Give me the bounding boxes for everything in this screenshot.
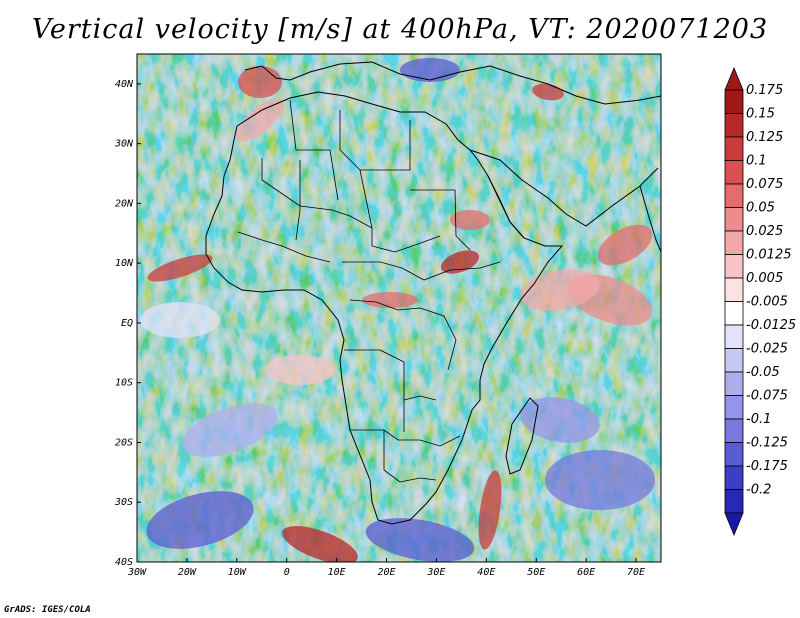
lat-tick-label: 30S bbox=[114, 497, 133, 508]
colorbar-box bbox=[724, 418, 744, 443]
colorbar-label: 0.15 bbox=[746, 107, 775, 122]
chart-title: Vertical velocity [m/s] at 400hPa, VT: 2… bbox=[31, 14, 769, 45]
colorbar-bottom-arrow bbox=[724, 512, 744, 537]
longitude-axis: 30W 20W 10W 0 10E 20E 30E 40E 50E 60E 70E bbox=[127, 558, 645, 578]
colorbar: 0.175 0.15 0.125 0.1 0.075 0.05 0.025 0.0125 0.0… bbox=[724, 66, 796, 537]
colorbar-box bbox=[724, 301, 744, 326]
velocity-patch bbox=[520, 397, 600, 443]
lat-tick-label: 10S bbox=[115, 378, 133, 389]
colorbar-label: -0.2 bbox=[746, 483, 771, 498]
colorbar-box bbox=[724, 324, 744, 349]
colorbar-box bbox=[724, 230, 744, 255]
lon-tick-label: 70E bbox=[627, 567, 645, 578]
lon-tick-label: 40E bbox=[477, 567, 495, 578]
colorbar-box bbox=[724, 465, 744, 490]
colorbar-label: -0.1 bbox=[746, 412, 771, 427]
colorbar-label: 0.125 bbox=[746, 130, 783, 145]
velocity-patch bbox=[182, 403, 278, 457]
colorbar-box bbox=[724, 254, 744, 279]
colorbar-label: 0.075 bbox=[746, 177, 783, 192]
colorbar-label: -0.025 bbox=[746, 342, 788, 357]
colorbar-box bbox=[724, 442, 744, 467]
velocity-patch bbox=[440, 250, 480, 274]
country-borders bbox=[237, 99, 501, 483]
latitude-axis: 40N 30N 20N 10N EQ 10S 20S 30S 40S bbox=[114, 79, 141, 568]
colorbar-label: 0.005 bbox=[746, 271, 783, 286]
lat-tick-label: 40N bbox=[115, 79, 134, 90]
colorbar-label: -0.075 bbox=[746, 389, 788, 404]
colorbar-box bbox=[724, 113, 744, 138]
colorbar-label: 0.1 bbox=[746, 154, 767, 169]
velocity-patch bbox=[238, 66, 282, 98]
arabia-coastline bbox=[469, 149, 659, 239]
madagascar-coastline bbox=[505, 397, 539, 475]
lat-tick-label: 20S bbox=[115, 437, 133, 448]
colorbar-label: -0.0125 bbox=[746, 318, 796, 333]
lat-tick-label: 20N bbox=[115, 198, 134, 209]
colorbar-label: 0.0125 bbox=[746, 248, 792, 263]
coastlines bbox=[205, 61, 661, 525]
velocity-patch bbox=[478, 470, 502, 550]
velocity-patch bbox=[545, 450, 655, 510]
colorbar-label: 0.025 bbox=[746, 224, 783, 239]
velocity-patch bbox=[140, 302, 220, 338]
velocity-patch bbox=[146, 491, 254, 549]
velocity-patch bbox=[365, 518, 475, 562]
colorbar-box bbox=[724, 348, 744, 373]
lon-tick-label: 10W bbox=[228, 567, 247, 578]
europe-coastline bbox=[244, 61, 661, 105]
colorbar-label: 0.05 bbox=[746, 201, 775, 216]
velocity-patch bbox=[235, 98, 285, 142]
lat-tick-label: 30N bbox=[114, 139, 134, 150]
lon-tick-label: 20W bbox=[178, 567, 197, 578]
lat-tick-label: 10N bbox=[115, 258, 134, 269]
colorbar-box bbox=[724, 277, 744, 302]
lon-tick-label: 20E bbox=[377, 567, 395, 578]
lon-tick-label: 50E bbox=[527, 567, 545, 578]
colorbar-box bbox=[724, 160, 744, 185]
colorbar-label: -0.05 bbox=[746, 365, 780, 380]
lon-tick-label: 30E bbox=[426, 567, 445, 578]
lon-tick-label: 60E bbox=[577, 567, 595, 578]
lat-tick-label: 40S bbox=[115, 557, 133, 568]
velocity-patch bbox=[520, 269, 600, 311]
lon-tick-label: 10E bbox=[328, 567, 346, 578]
colorbar-top-arrow bbox=[724, 66, 744, 91]
velocity-patch bbox=[362, 292, 418, 308]
colorbar-label: -0.125 bbox=[746, 436, 788, 451]
colorbar-box bbox=[724, 207, 744, 232]
velocity-patch bbox=[400, 58, 460, 82]
colorbar-box bbox=[724, 371, 744, 396]
colorbar-box bbox=[724, 489, 744, 514]
colorbar-box bbox=[724, 89, 744, 114]
velocity-patch bbox=[450, 210, 490, 230]
lon-tick-label: 30W bbox=[127, 567, 147, 578]
colorbar-label: -0.175 bbox=[746, 459, 788, 474]
velocity-patch bbox=[265, 355, 335, 385]
india-coastline bbox=[639, 185, 661, 253]
africa-coastline bbox=[205, 91, 564, 525]
colorbar-box bbox=[724, 395, 744, 420]
colorbar-label: -0.005 bbox=[746, 295, 788, 310]
colorbar-label: 0.175 bbox=[746, 83, 783, 98]
velocity-patch bbox=[282, 526, 358, 562]
grads-credit: GrADS: IGES/COLA bbox=[4, 605, 91, 615]
velocity-patch bbox=[147, 254, 213, 282]
colorbar-box bbox=[724, 136, 744, 161]
lat-tick-label: EQ bbox=[121, 318, 133, 329]
colorbar-box bbox=[724, 183, 744, 208]
map-frame bbox=[136, 53, 662, 563]
lon-tick-label: 0 bbox=[284, 567, 290, 578]
velocity-patch bbox=[597, 224, 653, 266]
